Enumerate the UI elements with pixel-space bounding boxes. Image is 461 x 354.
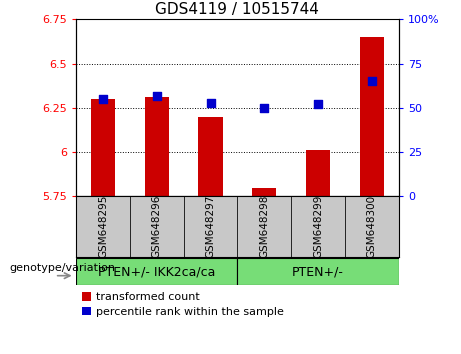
Point — [153, 93, 160, 98]
Point — [99, 96, 106, 102]
FancyBboxPatch shape — [183, 196, 237, 257]
Point — [260, 105, 268, 111]
FancyBboxPatch shape — [76, 258, 237, 285]
Text: PTEN+/- IKK2ca/ca: PTEN+/- IKK2ca/ca — [98, 265, 215, 278]
Text: genotype/variation: genotype/variation — [9, 263, 115, 273]
Text: GSM648297: GSM648297 — [206, 195, 216, 258]
FancyBboxPatch shape — [130, 196, 183, 257]
Legend: transformed count, percentile rank within the sample: transformed count, percentile rank withi… — [82, 292, 284, 317]
Text: GSM648300: GSM648300 — [367, 195, 377, 258]
Bar — [252, 188, 277, 196]
Bar — [145, 97, 169, 196]
Text: GSM648299: GSM648299 — [313, 195, 323, 258]
Point — [368, 79, 376, 84]
FancyBboxPatch shape — [237, 196, 291, 257]
Bar — [360, 37, 384, 196]
Text: GSM648298: GSM648298 — [259, 195, 269, 258]
FancyBboxPatch shape — [237, 258, 399, 285]
Point — [314, 102, 322, 107]
Text: GSM648296: GSM648296 — [152, 195, 162, 258]
FancyBboxPatch shape — [76, 196, 130, 257]
Point — [207, 100, 214, 105]
Text: GSM648295: GSM648295 — [98, 195, 108, 258]
FancyBboxPatch shape — [291, 196, 345, 257]
FancyBboxPatch shape — [345, 196, 399, 257]
Bar — [198, 117, 223, 196]
Title: GDS4119 / 10515744: GDS4119 / 10515744 — [155, 2, 319, 17]
Text: PTEN+/-: PTEN+/- — [292, 265, 344, 278]
Bar — [306, 150, 330, 196]
Bar — [91, 99, 115, 196]
